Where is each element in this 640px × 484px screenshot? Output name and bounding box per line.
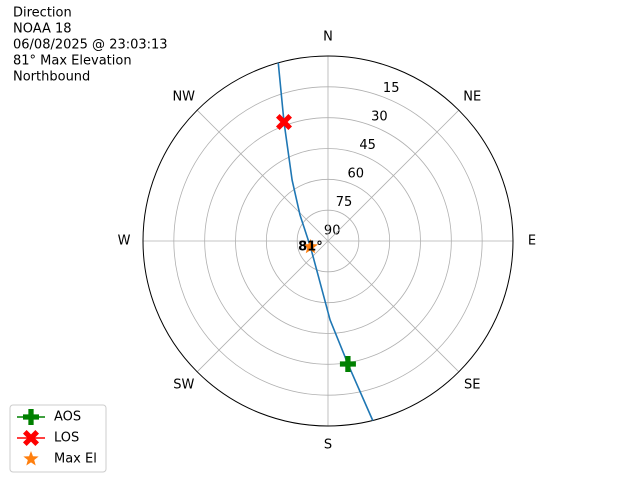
polar-spine: [142, 55, 514, 427]
r-tick-label: 30: [371, 109, 388, 124]
theta-tick-label: SE: [464, 378, 480, 393]
theta-tick-label: W: [118, 234, 131, 249]
r-tick-label: 60: [348, 166, 365, 181]
legend-marker: [23, 430, 39, 446]
title-line: NOAA 18: [13, 22, 72, 37]
theta-tick-label: NE: [463, 89, 481, 104]
grid-spoke: [196, 240, 329, 373]
theta-tick-label: SW: [173, 378, 194, 393]
title-line: 06/08/2025 @ 23:03:13: [13, 38, 168, 53]
marker-x: [275, 114, 292, 131]
legend-marker: [23, 451, 39, 466]
title-line: Direction: [13, 6, 72, 21]
r-tick-label: 75: [336, 195, 353, 210]
legend-label: Max El: [54, 452, 97, 467]
theta-tick-label: NW: [172, 89, 195, 104]
legend: AOS LOS Max El: [9, 404, 107, 473]
marker-star: [302, 238, 319, 254]
title-line: 81° Max Elevation: [13, 54, 132, 69]
marker-plus: [339, 355, 356, 372]
legend-label: AOS: [54, 410, 81, 425]
theta-tick-label: E: [528, 234, 536, 249]
legend-marker: [23, 409, 39, 425]
grid-spoke: [327, 109, 460, 242]
grid-spoke: [327, 240, 460, 373]
legend-box: [9, 404, 107, 473]
theta-tick-label: S: [324, 438, 332, 453]
theta-tick-label: N: [323, 30, 333, 45]
r-tick-label: 45: [359, 138, 376, 153]
grid-spoke: [196, 109, 329, 242]
r-tick-label: 15: [383, 81, 400, 96]
title-line: Northbound: [13, 70, 90, 85]
value-label: 81°: [298, 239, 323, 254]
legend-label: LOS: [54, 431, 79, 446]
